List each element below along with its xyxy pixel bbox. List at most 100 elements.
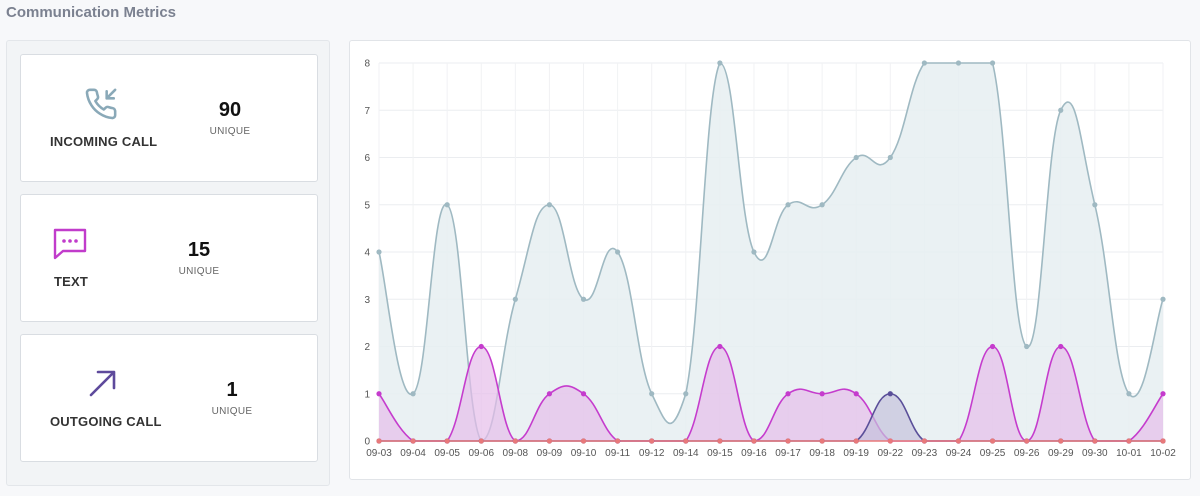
series-0-point — [376, 249, 382, 255]
series-3-point — [955, 438, 962, 444]
x-tick-label: 09-09 — [537, 448, 563, 459]
series-0-point — [955, 60, 962, 66]
x-tick-label: 09-14 — [673, 448, 699, 459]
x-tick-label: 09-15 — [707, 448, 733, 459]
y-tick-label: 6 — [364, 153, 370, 164]
series-1-area — [379, 346, 1163, 441]
series-3-point — [819, 438, 825, 444]
metric-count: 90 — [218, 99, 242, 121]
series-3-point — [1092, 438, 1098, 444]
series-0-area — [379, 63, 1163, 441]
y-tick-label: 7 — [364, 106, 370, 117]
series-3-point — [853, 438, 859, 444]
metric-sub: UNIQUE — [209, 126, 251, 137]
series-0-point — [887, 154, 893, 161]
metric-card-outgoing-call[interactable]: OUTGOING CALL 1 UNIQUE — [20, 334, 318, 462]
y-tick-label: 5 — [364, 200, 370, 211]
series-3-point — [887, 438, 893, 444]
series-3-point — [785, 438, 791, 444]
y-tick-label: 8 — [364, 59, 370, 70]
series-0-point — [683, 391, 689, 397]
x-tick-label: 09-06 — [468, 448, 494, 459]
series-1-point — [853, 391, 859, 397]
series-3-point — [1058, 438, 1064, 444]
series-1-point — [478, 343, 484, 350]
series-0-point — [921, 60, 927, 66]
series-0-point — [512, 296, 518, 302]
series-1-point — [546, 391, 553, 397]
series-1-point — [376, 391, 382, 397]
series-3-point — [683, 438, 689, 444]
series-3-point — [478, 438, 484, 444]
metric-count: 15 — [187, 239, 211, 261]
series-1-point — [717, 343, 723, 350]
x-tick-label: 09-10 — [571, 448, 597, 459]
series-2-point — [887, 391, 893, 397]
y-tick-label: 3 — [364, 295, 370, 306]
y-tick-label: 2 — [364, 342, 370, 353]
series-0-point — [649, 391, 655, 397]
x-tick-label: 09-22 — [878, 448, 904, 459]
series-3-point — [444, 438, 450, 444]
series-0-point — [444, 202, 450, 208]
incoming-call-icon — [85, 88, 117, 120]
series-1-point — [989, 343, 996, 350]
x-tick-label: 09-12 — [639, 448, 665, 459]
series-0-point — [785, 202, 791, 208]
series-3-point — [989, 438, 996, 444]
series-0-point — [751, 249, 757, 255]
x-tick-label: 09-26 — [1014, 448, 1040, 459]
x-tick-label: 09-23 — [912, 448, 938, 459]
series-3-point — [615, 438, 621, 444]
series-1-point — [819, 391, 825, 397]
x-tick-label: 09-11 — [605, 448, 630, 459]
x-tick-label: 09-25 — [980, 448, 1006, 459]
chart-panel: 0 1 2 3 4 5 6 7 8 09-03 09-04 09-05 09-06 09-08 09-09 0… — [349, 40, 1191, 480]
x-tick-label: 09-08 — [503, 448, 529, 459]
y-tick-label: 0 — [364, 437, 370, 448]
series-3-point — [751, 438, 757, 444]
series-0-point — [546, 202, 553, 208]
series-0-point — [819, 202, 825, 208]
series-3-point — [1160, 438, 1166, 444]
metric-card-incoming-call[interactable]: INCOMING CALL 90 UNIQUE — [20, 54, 318, 182]
x-tick-label: 10-01 — [1116, 448, 1142, 459]
series-0-point — [717, 60, 723, 66]
series-3-point — [410, 438, 416, 444]
x-tick-label: 09-29 — [1048, 448, 1074, 459]
y-tick-label: 1 — [364, 389, 370, 400]
series-1-point — [580, 391, 587, 397]
series-3-point — [717, 438, 723, 444]
series-1-point — [1160, 391, 1166, 397]
page-title: Communication Metrics — [6, 4, 177, 21]
y-tick-label: 4 — [364, 248, 370, 259]
series-3-point — [546, 438, 553, 444]
series-1-point — [1058, 343, 1064, 350]
series-0-point — [410, 391, 416, 397]
series-0-point — [989, 60, 996, 66]
x-tick-label: 09-16 — [741, 448, 767, 459]
x-tick-label: 09-24 — [946, 448, 972, 459]
x-tick-label: 09-17 — [775, 448, 801, 459]
outgoing-arrow-icon — [89, 370, 116, 397]
metric-label: INCOMING CALL — [50, 134, 158, 149]
metric-label: TEXT — [54, 274, 89, 289]
series-3-point — [1126, 438, 1132, 444]
x-tick-label: 09-05 — [434, 448, 460, 459]
metrics-panel: INCOMING CALL 90 UNIQUE TEXT 15 UNIQUE O… — [6, 40, 330, 486]
message-bubble-icon — [53, 228, 87, 260]
metric-card-text[interactable]: TEXT 15 UNIQUE — [20, 194, 318, 322]
x-tick-label: 09-04 — [400, 448, 426, 459]
series-3-point — [580, 438, 587, 444]
metric-label: OUTGOING CALL — [50, 414, 162, 429]
x-tick-label: 10-02 — [1150, 448, 1176, 459]
series-3-point — [649, 438, 655, 444]
series-0-point — [853, 154, 859, 161]
series-0-point — [1092, 202, 1098, 208]
series-0-point — [580, 296, 587, 302]
series-1-line — [378, 345, 1164, 442]
x-tick-label: 09-18 — [809, 448, 835, 459]
series-0-point — [1058, 107, 1064, 113]
x-tick-label: 09-30 — [1082, 448, 1108, 459]
metric-sub: UNIQUE — [211, 406, 253, 417]
